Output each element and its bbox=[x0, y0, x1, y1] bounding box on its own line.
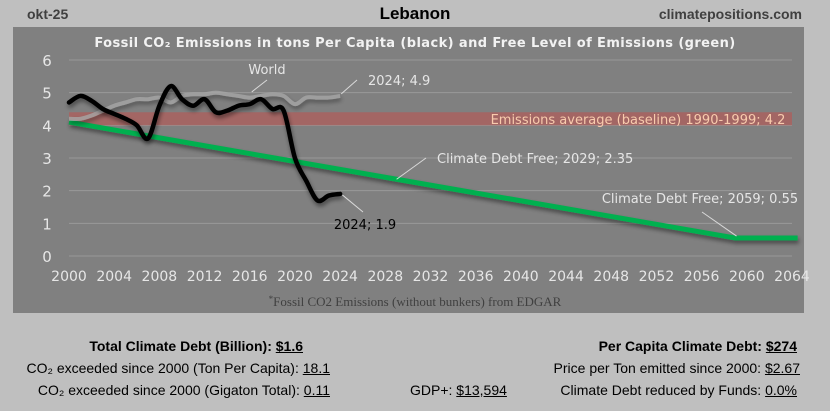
per-capita-debt-row: Per Capita Climate Debt: $274 bbox=[599, 338, 797, 354]
annotation-label: Climate Debt Free; 2059; 0.55 bbox=[602, 192, 798, 207]
funds-row: Climate Debt reduced by Funds: 0.0% bbox=[560, 382, 797, 398]
baseline-rect bbox=[69, 112, 792, 126]
x-tick-label: 2028 bbox=[367, 269, 403, 285]
annotations: World 2024; 4.9 2024; 1.9 Climate Debt Free… bbox=[248, 63, 798, 237]
x-tick-label: 2016 bbox=[232, 269, 268, 285]
y-tick-label: 2 bbox=[42, 183, 52, 201]
price-per-ton-row: Price per Ton emitted since 2000: $2.67 bbox=[554, 360, 800, 376]
exceeded-per-capita-row: CO₂ exceeded since 2000 (Ton Per Capita)… bbox=[27, 360, 331, 376]
exceeded-total-value: 0.11 bbox=[303, 382, 330, 398]
stats-panel: Total Climate Debt (Billion): $1.6 CO₂ e… bbox=[0, 330, 830, 410]
header: okt-25 Lebanon climatepositions.com bbox=[0, 0, 830, 28]
chart-footnote: *Fossil CO2 Emissions (without bunkers) … bbox=[269, 294, 562, 309]
exceeded-total-row: CO₂ exceeded since 2000 (Gigaton Total):… bbox=[38, 382, 330, 398]
annotation-leader-line bbox=[251, 79, 268, 93]
baseline-label: Emissions average (baseline) 1990-1999; … bbox=[491, 113, 786, 128]
price-per-ton-label: Price per Ton emitted since 2000: bbox=[553, 360, 762, 376]
footnote-text: Fossil CO2 Emissions (without bunkers) f… bbox=[273, 294, 562, 309]
x-tick-label: 2012 bbox=[187, 269, 223, 285]
annotation-label: 2024; 1.9 bbox=[334, 218, 396, 233]
date-label: okt-25 bbox=[27, 6, 69, 22]
funds-value: 0.0% bbox=[765, 382, 797, 398]
per-capita-debt-value: $274 bbox=[765, 338, 797, 354]
series-lines bbox=[66, 83, 798, 241]
baseline-band: Emissions average (baseline) 1990-1999; … bbox=[69, 112, 792, 128]
y-tick-label: 4 bbox=[42, 117, 52, 135]
x-tick-label: 2000 bbox=[51, 269, 87, 285]
country-title: Lebanon bbox=[379, 4, 451, 23]
x-tick-label: 2040 bbox=[503, 269, 539, 285]
exceeded-per-capita-value: 18.1 bbox=[302, 360, 330, 376]
total-debt-label: Total Climate Debt (Billion): bbox=[89, 338, 272, 354]
series-lebanon-line bbox=[66, 83, 343, 204]
x-tick-label: 2064 bbox=[774, 269, 810, 285]
series-world-line bbox=[68, 90, 341, 122]
chart-area bbox=[13, 27, 804, 313]
gdp-label: GDP+: bbox=[410, 382, 453, 398]
y-tick-label: 3 bbox=[42, 150, 52, 168]
annotation-leader-line bbox=[701, 211, 737, 237]
x-tick-label: 2004 bbox=[96, 269, 132, 285]
x-tick-label: 2044 bbox=[548, 269, 584, 285]
x-tick-label: 2008 bbox=[142, 269, 178, 285]
x-tick-label: 2036 bbox=[458, 269, 494, 285]
annotation-leader-line bbox=[396, 157, 427, 180]
annotation-label: World bbox=[248, 63, 285, 78]
footnote-asterisk: * bbox=[269, 294, 274, 304]
annotation-leader-line bbox=[340, 79, 358, 95]
y-tick-label: 0 bbox=[42, 248, 52, 266]
x-axis-ticks: 2000 2004 2008 2012 2016 2020 2024 2028 2032 2036… bbox=[51, 269, 810, 285]
x-tick-label: 2020 bbox=[277, 269, 313, 285]
x-tick-label: 2060 bbox=[729, 269, 765, 285]
chart-title: Fossil CO₂ Emissions in tons Per Capita … bbox=[94, 36, 735, 51]
price-per-ton-value: $2.67 bbox=[764, 360, 800, 376]
total-debt-value: $1.6 bbox=[275, 338, 303, 354]
annotation-leader-line bbox=[342, 194, 364, 213]
series-free-level-line bbox=[68, 119, 798, 241]
x-tick-label: 2032 bbox=[413, 269, 449, 285]
annotation-label: Climate Debt Free; 2029; 2.35 bbox=[437, 152, 633, 167]
annotation-label: 2024; 4.9 bbox=[368, 74, 430, 89]
exceeded-total-label: CO₂ exceeded since 2000 (Gigaton Total): bbox=[37, 382, 300, 398]
site-label: climatepositions.com bbox=[658, 6, 802, 22]
y-tick-label: 1 bbox=[42, 215, 52, 233]
y-tick-label: 6 bbox=[42, 52, 52, 70]
y-tick-label: 5 bbox=[42, 85, 52, 103]
gdp-value: $13,594 bbox=[456, 382, 507, 398]
y-axis-ticks: 0 1 2 3 4 5 6 bbox=[42, 52, 52, 266]
exceeded-per-capita-label: CO₂ exceeded since 2000 (Ton Per Capita)… bbox=[26, 360, 299, 376]
x-tick-label: 2056 bbox=[684, 269, 720, 285]
funds-label: Climate Debt reduced by Funds: bbox=[560, 382, 762, 398]
x-tick-label: 2048 bbox=[593, 269, 629, 285]
emissions-chart: Fossil CO₂ Emissions in tons Per Capita … bbox=[42, 36, 810, 309]
x-tick-label: 2052 bbox=[639, 269, 675, 285]
total-debt-row: Total Climate Debt (Billion): $1.6 bbox=[89, 338, 303, 354]
x-tick-label: 2024 bbox=[322, 269, 358, 285]
per-capita-debt-label: Per Capita Climate Debt: bbox=[598, 338, 762, 354]
gdp-row: GDP+: $13,594 bbox=[410, 382, 507, 398]
